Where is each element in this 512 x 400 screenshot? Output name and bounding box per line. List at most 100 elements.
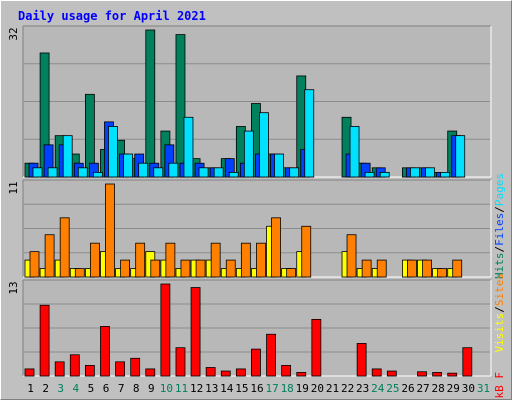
kbytes-bar-kb-f-day-3 <box>54 361 65 377</box>
kbytes-bar-kb-f-day-16 <box>251 348 261 377</box>
visits-bar-sites-day-18 <box>286 268 297 278</box>
kbytes-bar-kb-f-day-30 <box>462 347 473 377</box>
visits-bar-sites-day-22 <box>346 234 357 278</box>
visits-bar-sites-day-5 <box>89 242 100 278</box>
visits-bar-sites-day-13 <box>210 242 221 278</box>
x-tick-day-16: 16 <box>250 382 263 395</box>
hits-bar-pages-day-3 <box>62 135 73 178</box>
visits-bar-sites-day-10 <box>165 242 176 278</box>
hits-bar-pages-day-28 <box>440 172 451 178</box>
kbytes-bar-kb-f-day-6 <box>100 326 110 377</box>
hits-bar-pages-day-26 <box>410 167 420 178</box>
kbytes-bar-kb-f-day-2 <box>39 304 50 377</box>
x-tick-day-29: 29 <box>447 382 460 395</box>
visits-bar-sites-day-2 <box>44 234 55 278</box>
x-tick-day-12: 12 <box>190 382 203 395</box>
hits-bar-pages-day-11 <box>183 116 194 178</box>
x-tick-day-7: 7 <box>118 382 125 395</box>
x-tick-day-8: 8 <box>133 382 140 395</box>
hits-legend-hits: Hits <box>493 253 506 280</box>
kbytes-legend-kb-f: kB F <box>493 372 506 399</box>
visits-bar-sites-day-27 <box>422 259 432 278</box>
x-tick-day-22: 22 <box>341 382 354 395</box>
kbytes-legend: kB F <box>493 372 506 399</box>
x-tick-day-10: 10 <box>160 382 173 395</box>
kbytes-bar-kb-f-day-10 <box>160 283 171 377</box>
x-tick-day-24: 24 <box>371 382 385 395</box>
visits-bar-sites-day-23 <box>361 259 372 278</box>
x-tick-day-15: 15 <box>235 382 248 395</box>
hits-bar-pages-day-6 <box>108 126 118 178</box>
hits-bar-pages-day-5 <box>92 172 103 178</box>
visits-bar-sites-day-1 <box>29 251 40 278</box>
x-tick-day-21: 21 <box>326 382 339 395</box>
visits-legend: Visits/Sites <box>493 273 506 353</box>
hits-bar-pages-day-10 <box>168 162 179 178</box>
visits-bar-sites-day-29 <box>452 259 463 278</box>
visits-legend-visits: Visits <box>493 313 506 353</box>
hits-bar-pages-day-17 <box>274 153 284 178</box>
x-tick-day-23: 23 <box>356 382 369 395</box>
hits-legend-pages: Pages <box>493 173 506 206</box>
hits-bar-pages-day-4 <box>77 167 88 178</box>
x-tick-day-4: 4 <box>73 382 80 395</box>
x-tick-day-17: 17 <box>265 382 278 395</box>
visits-bar-sites-day-26 <box>407 259 417 278</box>
visits-bar-sites-day-9 <box>150 259 161 278</box>
kbytes-bar-kb-f-day-15 <box>235 368 246 377</box>
kbytes-bar-kb-f-day-4 <box>69 354 80 377</box>
x-tick-day-13: 13 <box>205 382 218 395</box>
hits-bar-pages-day-13 <box>213 167 224 178</box>
x-tick-day-19: 19 <box>296 382 309 395</box>
visits-bar-sites-day-7 <box>120 259 130 278</box>
hits-legend-files: Files <box>493 213 506 246</box>
visits-bar-sites-day-3 <box>59 217 70 278</box>
kbytes-bar-kb-f-day-1 <box>24 368 35 377</box>
hits-bar-pages-day-12 <box>198 167 209 178</box>
visits-bar-sites-day-15 <box>240 242 251 278</box>
kbytes-bar-kb-f-day-5 <box>84 364 95 377</box>
hits-bar-pages-day-19 <box>304 89 315 178</box>
kbytes-bar-kb-f-day-11 <box>175 347 186 377</box>
visits-bar-sites-day-28 <box>437 268 448 278</box>
x-tick-day-20: 20 <box>311 382 324 395</box>
hits-bar-pages-day-14 <box>228 172 239 178</box>
visits-bar-sites-day-8 <box>135 242 146 278</box>
x-tick-day-3: 3 <box>57 382 64 395</box>
x-tick-day-14: 14 <box>220 382 234 395</box>
kbytes-bar-kb-f-day-25 <box>386 370 397 377</box>
visits-max-label: 11 <box>7 181 20 194</box>
kbytes-bar-kb-f-day-19 <box>296 372 307 377</box>
visits-bar-sites-day-11 <box>180 259 191 278</box>
kbytes-bar-kb-f-day-7 <box>115 361 125 377</box>
x-tick-day-18: 18 <box>281 382 294 395</box>
visits-legend-sites: Sites <box>493 273 506 306</box>
kbytes-bar-kb-f-day-24 <box>371 368 382 377</box>
hits-bar-pages-day-8 <box>138 162 149 178</box>
visits-bar-sites-day-6 <box>105 183 115 278</box>
hits-bar-pages-day-22 <box>349 126 360 178</box>
x-tick-day-2: 2 <box>42 382 49 395</box>
x-tick-day-31: 31 <box>477 382 490 395</box>
kbytes-bar-kb-f-day-13 <box>205 367 216 377</box>
kbytes-bar-kb-f-day-12 <box>190 287 201 377</box>
kbytes-bar-kb-f-day-28 <box>432 372 443 377</box>
kbytes-bar-kb-f-day-14 <box>220 370 231 377</box>
x-tick-day-1: 1 <box>27 382 34 395</box>
kbytes-bar-kb-f-day-29 <box>447 372 458 377</box>
kbytes-bar-kb-f-day-23 <box>356 343 367 377</box>
kbytes-bar-kb-f-day-8 <box>130 357 141 377</box>
x-tick-day-26: 26 <box>401 382 414 395</box>
kbytes-bar-kb-f-day-20 <box>311 318 322 377</box>
chart-title: Daily usage for April 2021 <box>18 9 206 23</box>
hits-bar-pages-day-16 <box>259 112 269 178</box>
x-tick-day-28: 28 <box>432 382 445 395</box>
visits-bar-sites-day-16 <box>256 242 266 278</box>
hits-bar-pages-day-15 <box>243 130 254 178</box>
hits-bar-pages-day-1 <box>32 167 43 178</box>
kbytes-bar-kb-f-day-18 <box>281 364 292 377</box>
x-tick-day-9: 9 <box>148 382 155 395</box>
hits-bar-pages-day-7 <box>123 153 133 178</box>
x-tick-day-27: 27 <box>416 382 429 395</box>
